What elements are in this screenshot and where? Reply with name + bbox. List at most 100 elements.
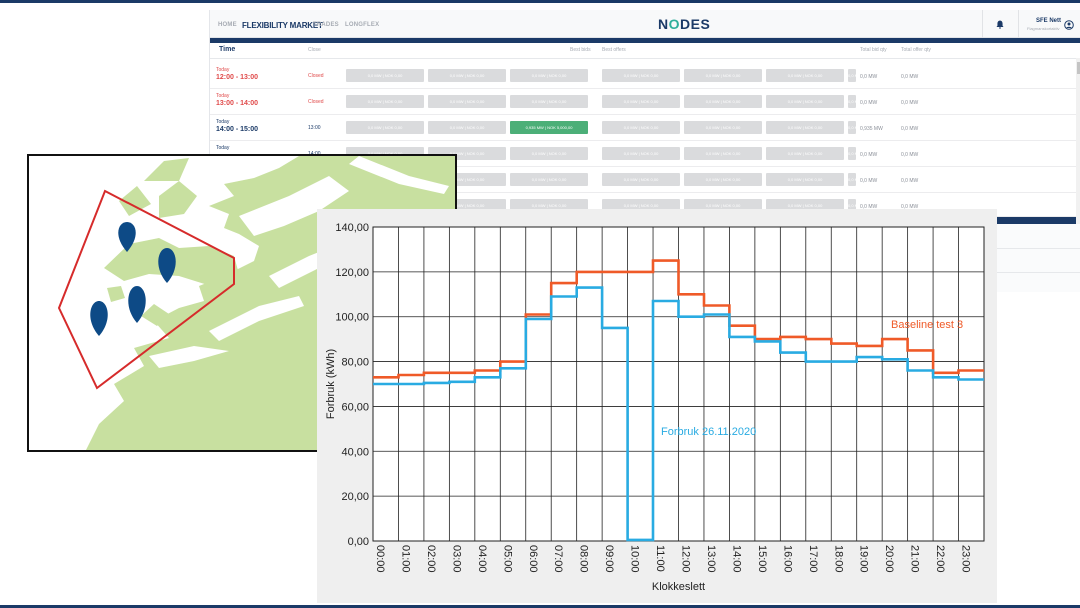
user-subtitle: Flagmanskortaktiv — [1027, 26, 1060, 31]
scrollbar-thumb[interactable] — [1077, 62, 1080, 74]
market-row[interactable]: Today 13:00 - 14:00 Closed 0,0 MW | NOK … — [210, 89, 1076, 115]
row-total-offer: 0,0 MW — [901, 204, 919, 210]
bid-cell[interactable]: 0,0 MW | NOK 0,00 — [428, 69, 506, 82]
service-region-outline — [57, 189, 235, 390]
consumption-series-line — [373, 286, 984, 542]
x-tick-label: 21:00 — [909, 545, 921, 573]
header-band — [210, 38, 1080, 43]
location-marker-icon[interactable] — [158, 248, 176, 283]
bid-cell[interactable]: 0,0 MW | NOK 0,00 — [510, 69, 588, 82]
row-total-bid: 0,0 MW — [860, 100, 878, 106]
row-total-offer: 0,0 MW — [901, 100, 919, 106]
column-header-total-bid-qty: Total bid qty — [860, 47, 887, 53]
chart-canvas: 0,00 20,00 40,00 60,00 80,00 100,00 120,00 140,… — [325, 222, 985, 593]
vertical-scrollbar[interactable] — [1076, 58, 1080, 228]
offer-cell[interactable]: 0,0 MW | NOK 0,00 — [684, 199, 762, 212]
offer-cell[interactable]: 0,0 MW | NOK 0,00 — [684, 147, 762, 160]
market-row[interactable]: Today 14:00 - 15:00 13:00 0,0 MW | NOK 0… — [210, 115, 1076, 141]
market-row[interactable]: Today 14:00 0,0 MW | NOK 0,00 0,0 MW | N… — [210, 141, 1076, 167]
x-tick-label: 22:00 — [934, 545, 946, 573]
bid-cell[interactable]: 0,0 MW | NOK 0,00 — [510, 173, 588, 186]
offer-cell[interactable]: 0,0 MW | NOK 0,00 — [684, 69, 762, 82]
nav-home-link[interactable]: HOME — [218, 22, 237, 28]
x-tick-label: 11:00 — [654, 545, 666, 572]
bid-cell[interactable]: 0,0 MW | NOK 0,00 — [510, 199, 588, 212]
x-tick-label: 12:00 — [680, 545, 692, 573]
bid-cell-highlighted[interactable]: 0,935 MW | NOK 5,000,00 — [510, 121, 588, 134]
offer-cell[interactable]: 0,0 MW | NOK 0,00 — [766, 69, 844, 82]
offer-cell[interactable]: 0,0 MW | NOK 0,00 — [848, 199, 856, 212]
column-header-best-bids: Best bids — [570, 47, 591, 53]
column-header-time: Time — [219, 46, 236, 53]
location-marker-icon[interactable] — [128, 286, 146, 323]
y-tick-label: 60,00 — [341, 401, 369, 413]
row-time-slot: 13:00 - 14:00 — [216, 100, 259, 107]
x-tick-label: 00:00 — [374, 545, 386, 573]
offer-cell[interactable]: 0,0 MW | NOK 0,00 — [766, 95, 844, 108]
location-marker-icon[interactable] — [90, 301, 108, 336]
nav-flexibility-market-link[interactable]: FLEXIBILITY MARKET — [242, 21, 323, 30]
offer-cell[interactable]: 0,0 MW | NOK 0,00 — [848, 95, 856, 108]
x-tick-label: 18:00 — [832, 545, 844, 573]
row-total-bid: 0,0 MW — [860, 74, 878, 80]
notification-bell-icon[interactable] — [996, 20, 1004, 29]
offer-cell[interactable]: 0,0 MW | NOK 0,00 — [684, 173, 762, 186]
nav-trades-link[interactable]: TRADES — [313, 22, 339, 28]
y-tick-label: 0,00 — [348, 536, 369, 548]
nodes-logo: NODES — [658, 16, 710, 32]
row-status: Closed — [308, 73, 324, 79]
row-total-offer: 0,0 MW — [901, 152, 919, 158]
row-day: Today — [216, 145, 230, 151]
offer-cell[interactable]: 0,0 MW | NOK 0,00 — [848, 121, 856, 134]
row-day: Today — [216, 119, 230, 125]
market-row[interactable]: Today 12:00 - 13:00 Closed 0,0 MW | NOK … — [210, 63, 1076, 89]
bid-cell[interactable]: 0,0 MW | NOK 0,00 — [346, 69, 424, 82]
chart-labels: 0,00 20,00 40,00 60,00 80,00 100,00 120,00 140,… — [325, 222, 972, 593]
offer-cell[interactable]: 0,0 MW | NOK 0,00 — [766, 121, 844, 134]
row-total-offer: 0,0 MW — [901, 74, 919, 80]
x-tick-label: 09:00 — [603, 545, 615, 573]
x-tick-label: 15:00 — [756, 545, 768, 573]
x-tick-label: 10:00 — [629, 545, 641, 573]
x-tick-label: 23:00 — [960, 545, 972, 573]
bid-cell[interactable]: 0,0 MW | NOK 0,00 — [428, 121, 506, 134]
offer-cell[interactable]: 0,0 MW | NOK 0,00 — [602, 121, 680, 134]
bid-cell[interactable]: 0,0 MW | NOK 0,00 — [510, 95, 588, 108]
column-header-close: Close — [308, 47, 321, 53]
nav-longflex-link[interactable]: LONGFLEX — [345, 22, 380, 28]
user-name: SFE Nett — [1036, 18, 1062, 24]
offer-cell[interactable]: 0,0 MW | NOK 0,00 — [848, 69, 856, 82]
offer-cell[interactable]: 0,0 MW | NOK 0,00 — [848, 173, 856, 186]
offer-cell[interactable]: 0,0 MW | NOK 0,00 — [602, 199, 680, 212]
top-border — [0, 0, 1080, 3]
chart-series — [373, 259, 984, 542]
x-tick-label: 01:00 — [399, 545, 411, 573]
x-tick-label: 07:00 — [552, 545, 564, 573]
row-day: Today — [216, 93, 230, 99]
row-status: Closed — [308, 99, 324, 105]
offer-cell[interactable]: 0,0 MW | NOK 0,00 — [848, 147, 856, 160]
offer-cell[interactable]: 0,0 MW | NOK 0,00 — [766, 173, 844, 186]
header-divider — [210, 58, 1076, 59]
offer-cell[interactable]: 0,0 MW | NOK 0,00 — [684, 121, 762, 134]
logo-letters-des: DES — [680, 16, 711, 32]
location-marker-icon[interactable] — [118, 222, 136, 252]
offer-cell[interactable]: 0,0 MW | NOK 0,00 — [602, 69, 680, 82]
offer-cell[interactable]: 0,0 MW | NOK 0,00 — [684, 95, 762, 108]
offer-cell[interactable]: 0,0 MW | NOK 0,00 — [766, 147, 844, 160]
offer-cell[interactable]: 0,0 MW | NOK 0,00 — [602, 173, 680, 186]
x-tick-label: 02:00 — [425, 545, 437, 573]
bid-cell[interactable]: 0,0 MW | NOK 0,00 — [428, 95, 506, 108]
user-avatar-icon[interactable] — [1064, 20, 1074, 30]
y-tick-label: 100,00 — [335, 312, 369, 324]
bid-cell[interactable]: 0,0 MW | NOK 0,00 — [346, 95, 424, 108]
offer-cell[interactable]: 0,0 MW | NOK 0,00 — [602, 95, 680, 108]
offer-cell[interactable]: 0,0 MW | NOK 0,00 — [602, 147, 680, 160]
row-day: Today — [216, 67, 230, 73]
column-header-best-offers: Best offers — [602, 47, 626, 53]
bid-cell[interactable]: 0,0 MW | NOK 0,00 — [510, 147, 588, 160]
x-axis-label: Klokkeslett — [652, 581, 705, 593]
bid-cell[interactable]: 0,0 MW | NOK 0,00 — [346, 121, 424, 134]
offer-cell[interactable]: 0,0 MW | NOK 0,00 — [766, 199, 844, 212]
x-tick-label: 05:00 — [501, 545, 513, 573]
